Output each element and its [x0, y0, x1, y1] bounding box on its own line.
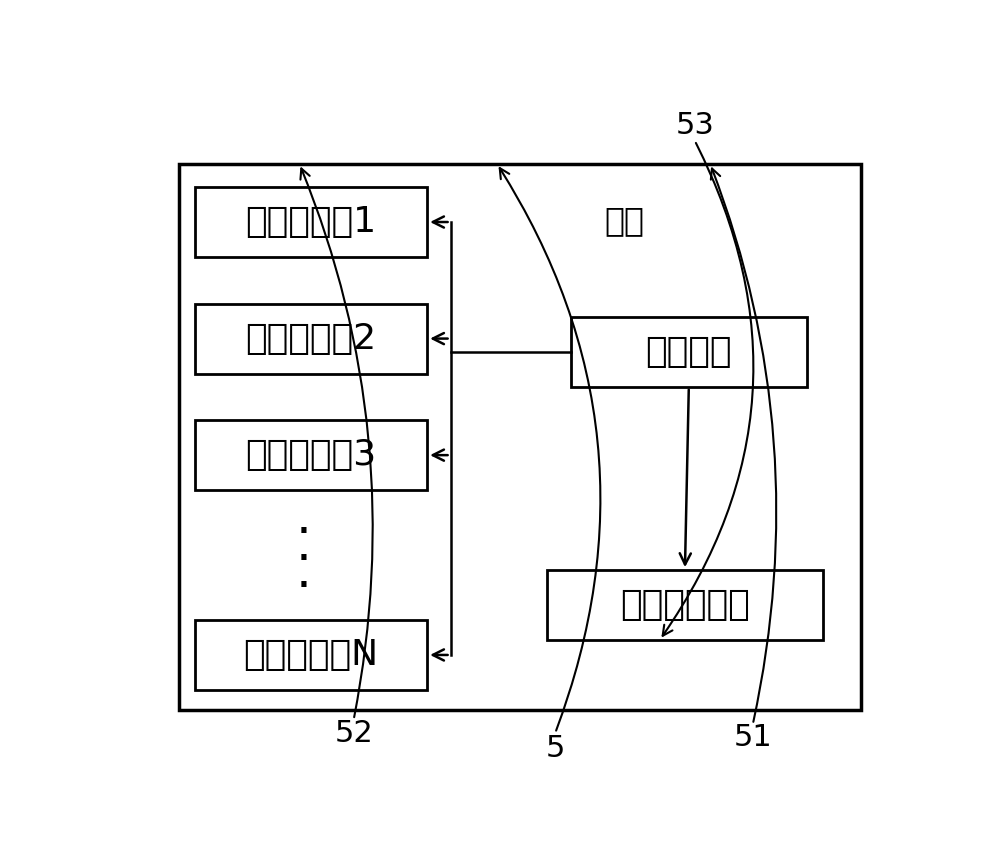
Text: 53: 53: [675, 111, 714, 139]
Bar: [195, 304, 427, 374]
Text: 52: 52: [334, 719, 373, 747]
Bar: [179, 163, 861, 710]
Bar: [571, 317, 807, 387]
Text: 5: 5: [545, 734, 565, 763]
Text: 云端数据库1: 云端数据库1: [245, 205, 377, 239]
Bar: [195, 620, 427, 690]
Text: 云端数据库N: 云端数据库N: [243, 638, 379, 672]
Text: 云端: 云端: [605, 204, 645, 237]
Text: ·: ·: [295, 509, 311, 557]
Text: 51: 51: [733, 723, 772, 753]
Text: 处理模块: 处理模块: [646, 335, 732, 368]
Text: 云端数据库3: 云端数据库3: [245, 439, 377, 472]
Bar: [195, 187, 427, 257]
Bar: [547, 570, 822, 640]
Bar: [195, 420, 427, 490]
Text: 云端数据库2: 云端数据库2: [245, 322, 377, 356]
Text: 登录验证单元: 登录验证单元: [620, 588, 750, 622]
Text: ·: ·: [295, 563, 311, 611]
Text: ·: ·: [295, 536, 311, 584]
